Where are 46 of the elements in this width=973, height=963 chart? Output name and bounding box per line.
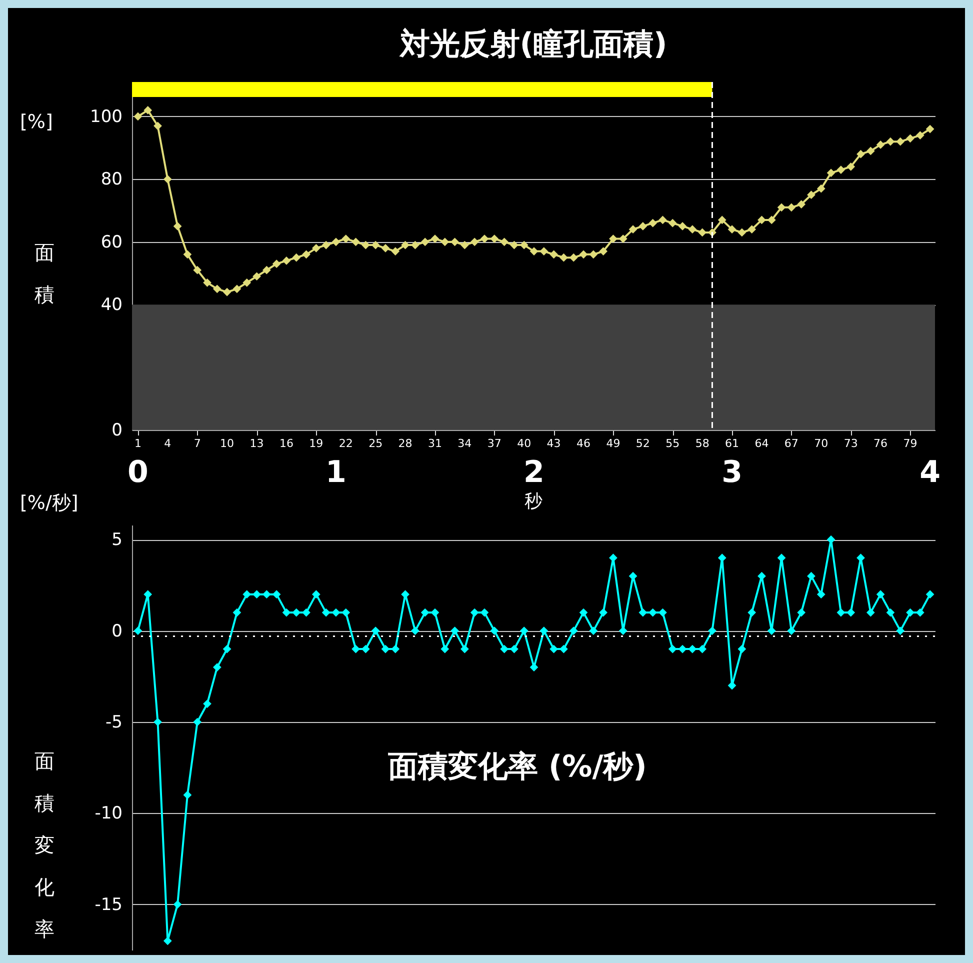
y-tick-label: 80	[100, 170, 122, 190]
y-tick-label: 5	[112, 530, 122, 550]
y-tick-label: 40	[100, 295, 122, 316]
x-tick-label: 37	[487, 437, 502, 450]
x-tick-label: 7	[194, 437, 201, 450]
x-tick-label: 55	[666, 437, 680, 450]
x-tick-label: 19	[309, 437, 324, 450]
x-tick-label: 40	[517, 437, 532, 450]
x-tick-label: 67	[784, 437, 798, 450]
x-tick-label: 58	[695, 437, 710, 450]
x-tick-label: 16	[279, 437, 294, 450]
x-tick-label: 61	[725, 437, 740, 450]
y-tick-label: -15	[94, 894, 122, 915]
x-tick-label: 76	[874, 437, 888, 450]
x-tick-label: 25	[368, 437, 383, 450]
x-tick-label: 46	[576, 437, 590, 450]
x-tick-label: 13	[250, 437, 264, 450]
x2-axis-title: 秒	[524, 491, 542, 512]
x-tick-label: 28	[398, 437, 412, 450]
y-axis-title: 面積変化率	[34, 749, 54, 941]
x-tick-label: 31	[428, 437, 442, 450]
x-tick-label: 4	[164, 437, 172, 450]
x-tick-label: 70	[814, 437, 828, 450]
y-tick-label: 60	[100, 232, 122, 252]
x-tick-label: 73	[844, 437, 858, 450]
x-tick-label: 64	[754, 437, 769, 450]
text: [%/秒]	[20, 492, 78, 514]
x-tick-label: 22	[338, 437, 353, 450]
y-tick-label: 0	[112, 621, 122, 642]
text: [%]	[20, 111, 53, 133]
y-tick-label: -10	[94, 804, 122, 824]
chart-title: 対光反射(瞳孔面積)	[398, 27, 668, 62]
x2-tick-label: 3	[722, 455, 742, 490]
x2-tick-label: 2	[524, 455, 544, 490]
y-tick-label: 100	[90, 106, 122, 127]
x-tick-label: 79	[903, 437, 918, 450]
x-tick-label: 49	[606, 437, 620, 450]
x-tick-label: 10	[220, 437, 234, 450]
x-tick-label: 34	[458, 437, 472, 450]
y-tick-label: -5	[106, 712, 122, 732]
x-tick-label: 1	[134, 437, 142, 450]
y-tick-label: 0	[112, 420, 122, 440]
x-tick-label: 43	[546, 437, 561, 450]
annotation: 面積変化率 (%/秒)	[388, 749, 647, 784]
x-tick-label: 52	[636, 437, 650, 450]
y-axis-title: 面積	[34, 240, 54, 306]
